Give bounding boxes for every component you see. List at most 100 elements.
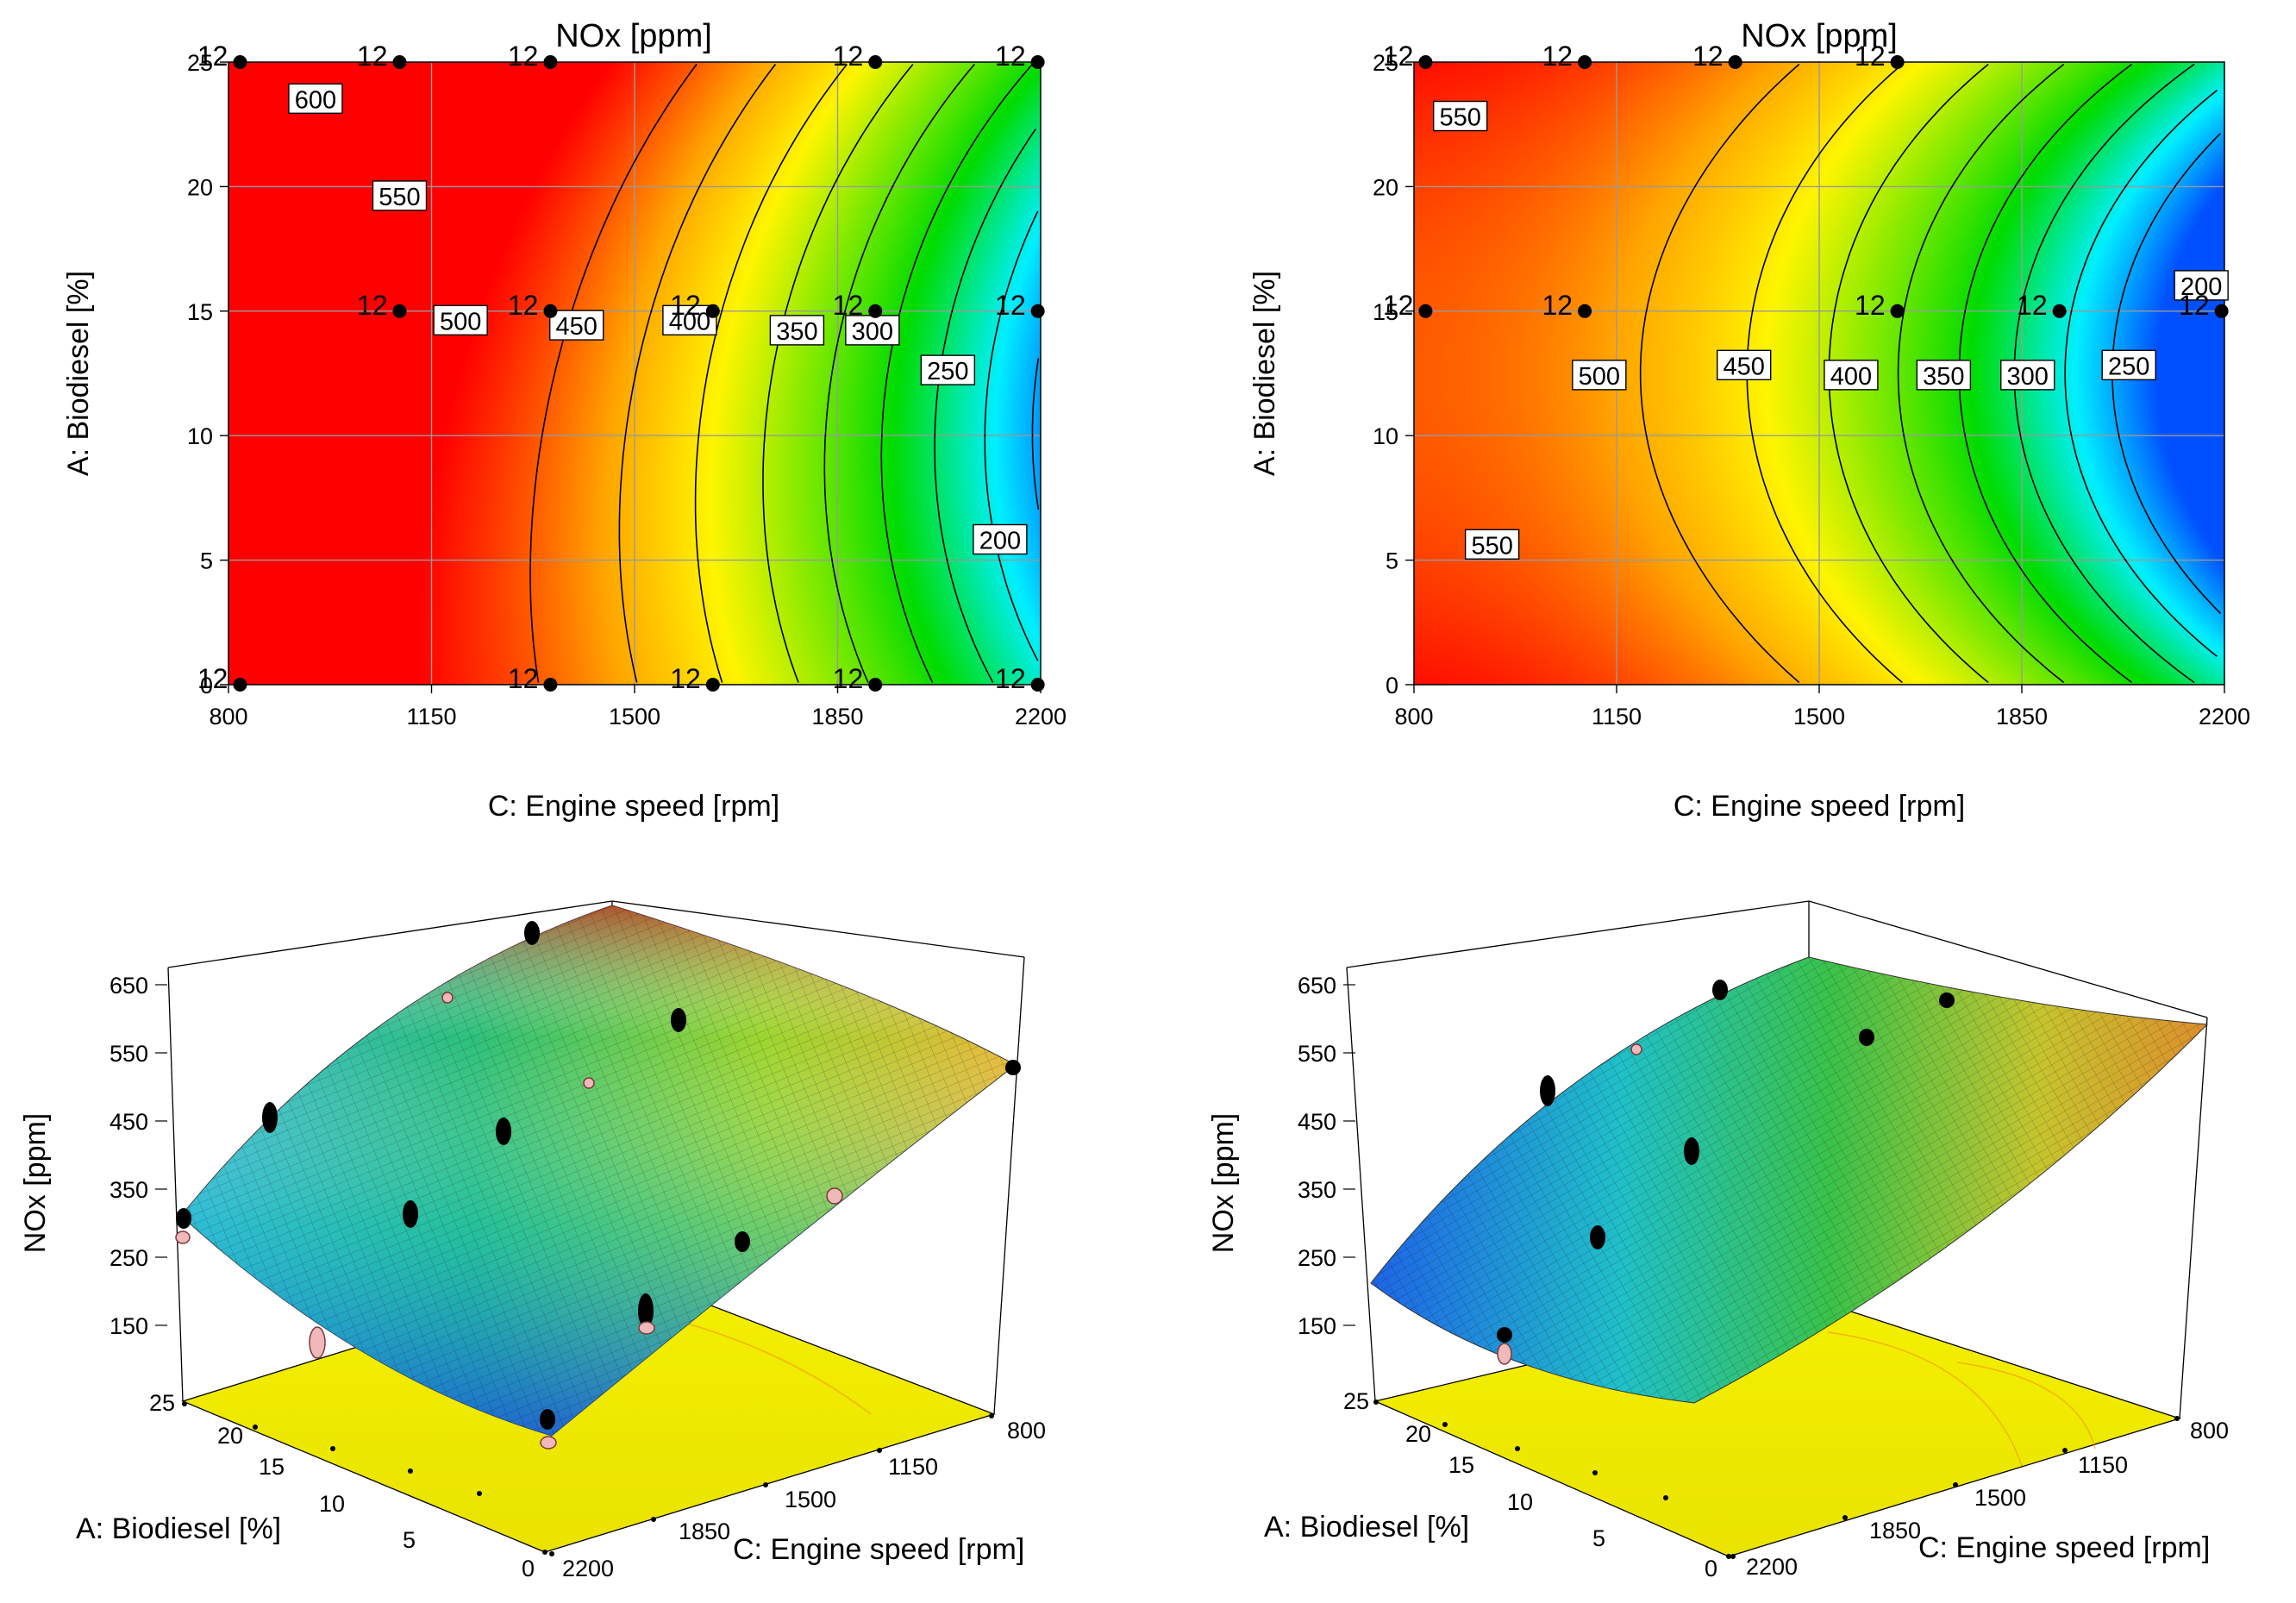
c-tick-label: 2200	[562, 1556, 614, 1581]
a-tick-label: 15	[259, 1454, 285, 1480]
z-tick-label: 350	[109, 1177, 148, 1203]
z-ticks-left: 650 550 450 350 250 150	[109, 973, 167, 1339]
x-ticks-left: 800 1150 1500 1850 2200	[209, 685, 1067, 729]
c-ticks-left: 800 1150 1500 1850 2200	[549, 1413, 1046, 1581]
observed-points-left	[176, 921, 1021, 1430]
y-tick-label: 20	[1373, 174, 1398, 200]
y-ticks-left: 0 5 10 15 20 25	[187, 50, 228, 698]
design-point: 12	[508, 290, 558, 321]
svg-text:12: 12	[995, 41, 1026, 72]
svg-text:250: 250	[2108, 353, 2149, 380]
z-tick-label: 650	[109, 973, 148, 999]
svg-text:550: 550	[378, 184, 420, 211]
svg-text:12: 12	[357, 290, 388, 321]
design-point: 12	[1383, 41, 1433, 72]
svg-text:12: 12	[1383, 290, 1414, 321]
design-point: 12	[2179, 290, 2229, 321]
z-tick-label: 150	[1298, 1313, 1336, 1339]
contour-line	[934, 128, 1036, 683]
c-tick-label: 1150	[888, 1454, 938, 1480]
svg-text:300: 300	[2007, 363, 2049, 391]
a-tick-label: 20	[217, 1423, 243, 1449]
y-tick-label: 25	[187, 50, 213, 76]
design-point: 12	[995, 663, 1045, 694]
svg-text:12: 12	[508, 41, 539, 72]
contour-level-label: 200	[973, 523, 1028, 554]
contour-level-label: 450	[549, 310, 604, 341]
z-tick-label: 150	[109, 1313, 148, 1339]
design-point: 12	[833, 41, 883, 72]
svg-text:500: 500	[440, 308, 481, 335]
x-tick-label: 800	[209, 704, 247, 729]
contour-level-label: 250	[2101, 349, 2156, 380]
design-point: 12	[995, 290, 1045, 321]
x-tick-label: 1850	[1996, 704, 2048, 729]
surface-box-right	[1346, 900, 2208, 1419]
svg-text:12: 12	[670, 663, 701, 694]
contour-ylabel-right: A: Biodiesel [%]	[1248, 271, 1281, 476]
design-point: 12	[670, 290, 720, 321]
y-tick-label: 15	[187, 299, 213, 325]
a-tick-label: 10	[319, 1491, 345, 1517]
svg-text:12: 12	[833, 41, 864, 72]
contour-level-label: 250	[920, 354, 976, 385]
surface-plot-left: 650 550 450 350 250 150 25 20 15 10 5 0 800 1150 150…	[19, 900, 1046, 1581]
svg-text:12: 12	[1542, 290, 1573, 321]
svg-text:12: 12	[1692, 41, 1724, 72]
contour-line	[880, 63, 1034, 683]
contour-line	[984, 210, 1039, 661]
svg-text:550: 550	[1440, 104, 1481, 132]
svg-text:12: 12	[995, 290, 1026, 321]
surface-xlabel-left: C: Engine speed [rpm]	[733, 1533, 1024, 1566]
svg-text:200: 200	[979, 527, 1021, 554]
a-tick-label: 10	[1507, 1489, 1533, 1515]
svg-text:12: 12	[1855, 41, 1886, 72]
contour-line	[694, 64, 848, 683]
design-points-right: 12 12 12 12 12 12 12 12 12	[1383, 41, 2229, 321]
contour-level-label: 300	[845, 315, 900, 346]
contour-line	[823, 63, 975, 683]
z-tick-label: 450	[1298, 1109, 1336, 1135]
c-tick-label: 2200	[1746, 1554, 1798, 1580]
design-point: 12	[1383, 290, 1433, 321]
a-tick-label: 0	[1705, 1556, 1717, 1581]
svg-text:12: 12	[1855, 290, 1886, 321]
contour-line	[618, 64, 777, 683]
design-point: 12	[1855, 290, 1905, 321]
design-point: 12	[357, 41, 407, 72]
observed-points-right	[1497, 980, 1955, 1343]
x-tick-label: 2200	[1015, 704, 1067, 729]
svg-text:12: 12	[2179, 290, 2210, 321]
svg-text:200: 200	[2180, 273, 2222, 301]
x-tick-label: 1150	[406, 704, 456, 729]
contour-level-label: 500	[1572, 360, 1627, 391]
y-tick-label: 5	[200, 548, 213, 574]
contour-title-right: NOx [ppm]	[1741, 18, 1898, 54]
z-tick-label: 550	[1298, 1041, 1336, 1067]
x-tick-label: 800	[1394, 704, 1433, 729]
y-tick-label: 0	[1386, 673, 1398, 698]
a-tick-label: 0	[522, 1556, 535, 1581]
design-point: 12	[197, 663, 247, 694]
y-tick-label: 0	[200, 673, 213, 698]
svg-text:500: 500	[1579, 363, 1620, 391]
svg-text:600: 600	[295, 86, 336, 114]
design-point: 12	[1542, 290, 1592, 321]
contour-level-label: 550	[372, 180, 428, 211]
contour-line	[762, 63, 914, 683]
design-point: 12	[833, 663, 883, 694]
contour-line	[1897, 63, 2065, 684]
design-points-left: 12 12 12 12 12 12 12 12 12 12 12 12 12 12 12	[197, 41, 1045, 694]
c-tick-label: 1500	[1974, 1485, 2026, 1511]
design-point: 12	[833, 290, 883, 321]
svg-text:12: 12	[197, 663, 228, 694]
contour-plot-right: 800 1150 1500 1850 2200 0 5 10 15 20 25 550 500 450…	[1248, 18, 2250, 823]
svg-text:12: 12	[508, 290, 539, 321]
surface-plot-right: 650 550 450 350 250 150 25 20 15 10 5 0 800 1150 150…	[1207, 900, 2229, 1581]
svg-text:400: 400	[669, 308, 710, 335]
y-tick-label: 20	[187, 174, 213, 200]
c-tick-label: 1850	[1869, 1518, 1921, 1544]
a-tick-label: 25	[149, 1390, 175, 1416]
contour-level-label: 200	[2174, 270, 2229, 301]
